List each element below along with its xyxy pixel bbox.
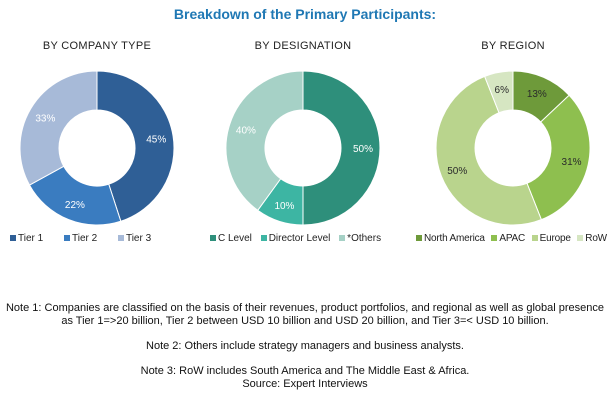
panel-title-designation: BY DESIGNATION	[254, 40, 352, 52]
legend-item-tier-2: Tier 2	[63, 233, 98, 244]
legend-item-europe: Europe	[531, 233, 571, 244]
legend-swatch	[63, 235, 70, 241]
donut-slice-tier-1	[96, 70, 175, 222]
note-2: Note 2: Others include strategy managers…	[146, 340, 464, 352]
legend-label: RoW	[585, 233, 607, 244]
slice-data-label: 22%	[65, 200, 85, 211]
donut-slice-c-level	[302, 70, 381, 226]
slice-data-label: 50%	[447, 166, 467, 177]
donut-slice-others	[225, 70, 304, 211]
legend-swatch	[531, 235, 538, 241]
region-panel: BY REGION 13% 31% 50% 6% North America APAC…	[416, 36, 610, 276]
region-legend: North America APAC Europe RoW	[416, 233, 610, 244]
legend-label: Tier 2	[71, 233, 98, 244]
slice-data-label: 40%	[236, 125, 256, 136]
legend-item-others: *Others	[339, 233, 381, 244]
legend-item-director-level: Director Level	[260, 233, 331, 244]
designation-panel: BY DESIGNATION 50% 10% 40% C Level Directo…	[208, 36, 398, 276]
slice-data-label: 45%	[146, 135, 166, 146]
legend-swatch	[117, 235, 124, 241]
slice-data-label: 13%	[527, 89, 547, 100]
donut-slice-europe	[435, 75, 542, 226]
slice-data-label: 6%	[495, 85, 510, 96]
legend-item-row: RoW	[577, 233, 607, 244]
legend-swatch	[339, 235, 346, 241]
designation-legend: C Level Director Level *Others	[210, 233, 410, 244]
company-type-legend: Tier 1 Tier 2 Tier 3	[10, 233, 210, 244]
legend-item-tier-3: Tier 3	[117, 233, 152, 244]
legend-swatch	[210, 235, 216, 241]
legend-label: Tier 1	[18, 233, 44, 244]
legend-swatch	[577, 235, 584, 241]
legend-label: Europe	[539, 233, 571, 244]
panel-title-company-type: BY COMPANY TYPE	[42, 40, 152, 52]
legend-label: APAC	[499, 233, 526, 244]
footnotes: Note 1: Companies are classified on the …	[0, 302, 610, 391]
slice-data-label: 33%	[35, 113, 55, 124]
legend-item-tier-1: Tier 1	[10, 233, 43, 244]
region-donut: 13% 31% 50% 6%	[435, 70, 591, 226]
legend-label: C Level	[218, 233, 252, 244]
donut-slice-tier-3	[19, 70, 98, 186]
slice-data-label: 31%	[562, 157, 582, 168]
legend-label: Director Level	[268, 233, 331, 244]
slice-data-label: 50%	[353, 144, 373, 155]
designation-donut: 50% 10% 40%	[225, 70, 381, 226]
note-3: Note 3: RoW includes South America and T…	[140, 365, 470, 377]
source-note: Source: Expert Interviews	[242, 378, 368, 390]
legend-label: North America	[424, 233, 485, 244]
legend-label: *Others	[347, 233, 382, 244]
legend-item-apac: APAC	[491, 233, 525, 244]
chart-title: Breakdown of the Primary Participants:	[173, 6, 437, 22]
legend-swatch	[260, 235, 267, 241]
donut-slice-apac	[526, 94, 591, 221]
panel-title-region: BY REGION	[481, 40, 545, 52]
company-type-panel: BY COMPANY TYPE 45% 22% 33% Tier 1 Tier 2 …	[2, 36, 192, 276]
legend-swatch	[491, 235, 498, 241]
slice-data-label: 10%	[274, 201, 294, 212]
legend-item-c-level: C Level	[210, 233, 252, 244]
legend-label: Tier 3	[125, 233, 152, 244]
company-type-donut: 45% 22% 33%	[19, 70, 175, 226]
legend-item-north-america: North America	[416, 233, 485, 244]
donut-slice-row	[484, 70, 514, 114]
legend-swatch	[10, 235, 16, 241]
legend-swatch	[416, 235, 422, 241]
note-1: Note 1: Companies are classified on the …	[5, 302, 604, 327]
